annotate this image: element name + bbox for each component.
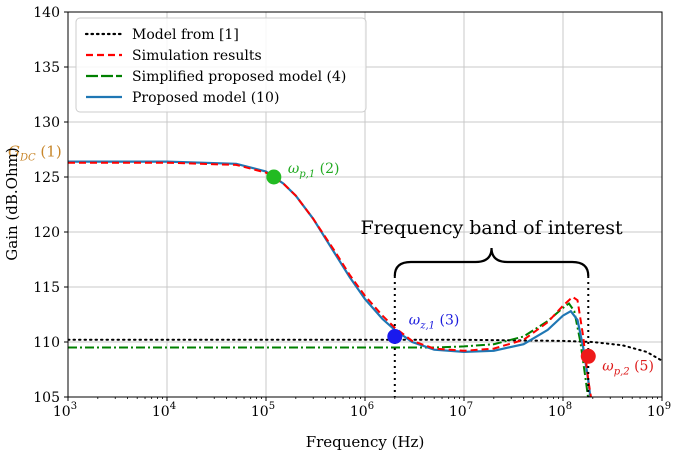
series-line-3 [68, 160, 592, 397]
gdc-label: GDC (1) [8, 143, 62, 164]
marker-label-2: ωp,2 (5) [602, 358, 654, 377]
series-line-2 [68, 302, 590, 397]
annotations: Frequency band of interest GDC (1) ωp,1 (2… [8, 143, 654, 397]
x-tick-label: 107 [449, 401, 473, 420]
x-tick-label: 106 [350, 401, 374, 420]
legend-label-3: Proposed model (10) [132, 90, 279, 106]
x-tick-label: 104 [152, 401, 176, 420]
x-tick-label: 109 [647, 401, 671, 420]
x-tick-label: 103 [53, 401, 77, 420]
series-group [68, 160, 662, 397]
marker-label-0: ωp,1 (2) [288, 161, 340, 180]
legend-label-2: Simplified proposed model (4) [132, 69, 346, 85]
y-tick-label: 125 [33, 170, 60, 186]
legend: Model from [1] Simulation results Simplifi… [75, 17, 367, 113]
marker-point-0 [266, 169, 282, 185]
x-axis-label: Frequency (Hz) [306, 433, 425, 451]
ticks: 103 104 105 106 107 108 109 105 110 115 120 125 130 1… [33, 5, 671, 420]
band-brace [393, 247, 590, 277]
band-label: Frequency band of interest [360, 217, 623, 239]
series-line-1 [68, 161, 593, 397]
y-tick-label: 115 [33, 280, 60, 296]
marker-point-1 [387, 329, 403, 344]
legend-label-0: Model from [1] [132, 27, 239, 43]
y-axis-label: Gain (dB.Ohm) [3, 147, 21, 260]
marker-label-1: ωz,1 (3) [409, 313, 460, 332]
x-tick-label: 105 [251, 401, 275, 420]
y-tick-label: 135 [33, 60, 60, 76]
marker-point-2 [580, 348, 596, 364]
legend-label-1: Simulation results [132, 48, 262, 64]
y-tick-label: 130 [33, 115, 60, 131]
series-line-0 [68, 338, 662, 362]
legend-box [75, 17, 367, 113]
y-tick-label: 120 [33, 225, 60, 241]
x-tick-label: 108 [548, 401, 572, 420]
y-tick-label: 140 [33, 5, 60, 21]
y-tick-label: 110 [33, 335, 60, 351]
y-tick-label: 105 [33, 390, 60, 406]
